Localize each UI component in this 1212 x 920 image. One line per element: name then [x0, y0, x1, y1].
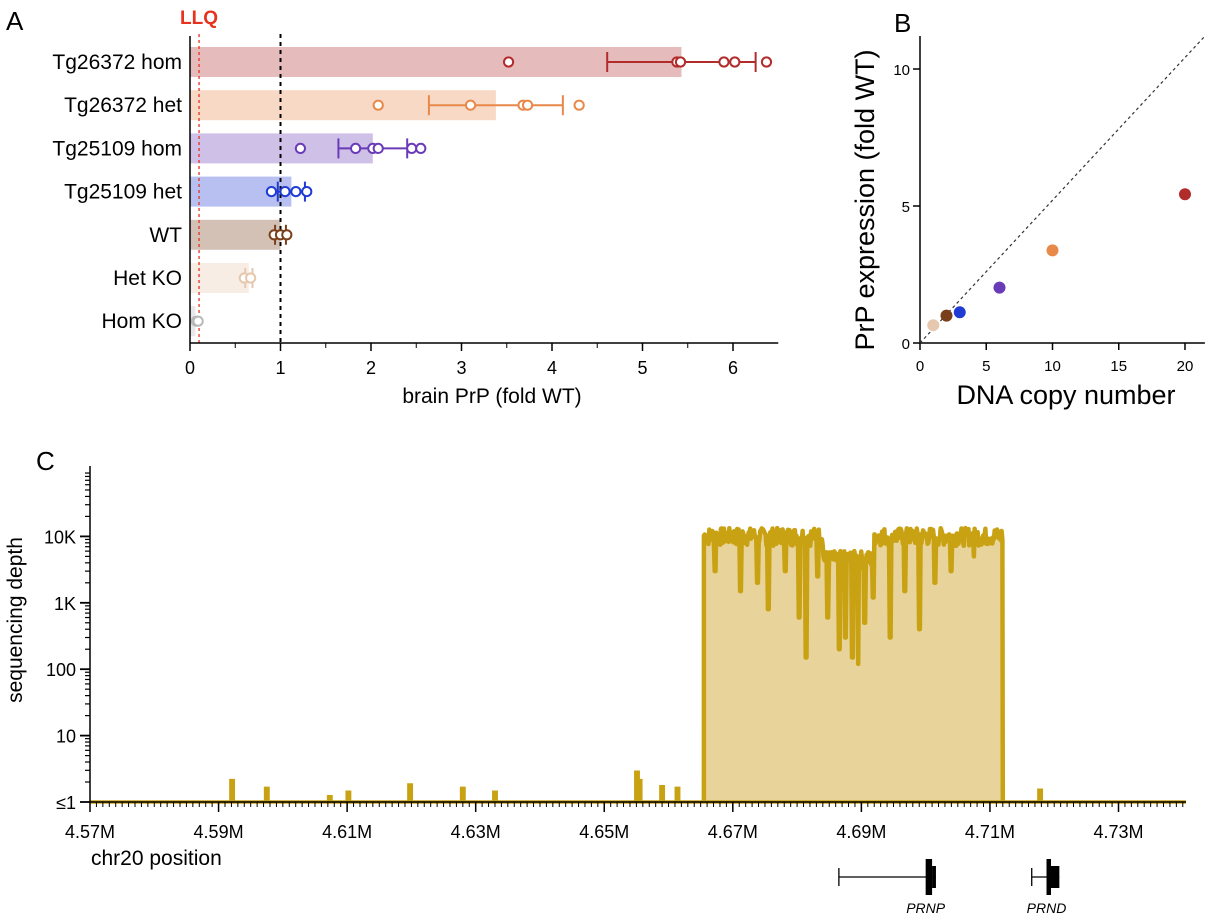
panel-c-x-tick-label-2: 4.61M	[322, 822, 372, 842]
point-tg26372-het-0	[372, 99, 384, 111]
panel-c-letter: C	[36, 446, 55, 476]
panel-c-x-tick-label-0: 4.57M	[65, 822, 115, 842]
point-tg25109-het-0	[265, 186, 278, 198]
panel-b-x-tick-label-5: 5	[982, 358, 990, 375]
coverage-baseline-line	[90, 770, 1186, 804]
panel-a-x-tick-label-4: 4	[547, 358, 557, 378]
bar-tg26372-hom	[190, 47, 682, 77]
gene-cds-prnp	[925, 859, 933, 895]
point-tg25109-het-2	[290, 186, 302, 198]
panel-b-x-tick-label-20: 20	[1177, 358, 1194, 375]
gene-utr-prnd	[1051, 866, 1060, 888]
panel-a-bars	[190, 47, 682, 337]
panel-c-y-tick-label-10: 10	[56, 727, 76, 747]
point-tg25109-het-3	[301, 186, 313, 198]
panel-a-x-axis-label: brain PrP (fold WT)	[402, 385, 581, 408]
panel-c-y-tick-label-10000: 10K	[44, 527, 76, 547]
point-tg26372-hom-0	[502, 56, 515, 68]
category-label-tg25109-hom: Tg25109 hom	[52, 137, 182, 160]
panel-c-x-tick-label-4: 4.65M	[579, 822, 629, 842]
point-tg26372-hom-2	[674, 56, 687, 68]
panel-a-x-tick-label-2: 2	[366, 358, 376, 378]
point-tg25109-het	[953, 306, 966, 319]
panel-b-letter: B	[894, 8, 911, 38]
panel-c-x-tick-label-6: 4.69M	[836, 822, 886, 842]
panel-b-y-axis-label: PrP expression (fold WT)	[850, 49, 880, 350]
panel-b-y-tick-label-5: 5	[902, 199, 910, 216]
panel-b: B 0 5 10 15 20 0 5 10 DNA copy number PrP expre…	[850, 8, 1206, 410]
point-wt-2	[281, 229, 293, 241]
point-tg25109-hom	[993, 281, 1006, 294]
gene-utr-prnp	[932, 866, 936, 888]
panel-b-points	[927, 188, 1191, 332]
panel-a-x-tick-label-5: 5	[637, 358, 647, 378]
point-het-ko	[927, 319, 940, 332]
panel-b-x-tick-label-0: 0	[916, 358, 924, 375]
panel-b-x-axis-label: DNA copy number	[956, 380, 1175, 410]
panel-a-letter: A	[6, 6, 24, 36]
category-label-tg26372-hom: Tg26372 hom	[52, 51, 182, 74]
coverage-fill	[703, 528, 1003, 802]
panel-c-y-tick-label-100: 100	[46, 660, 76, 680]
reference-label-llq: LLQ	[180, 8, 218, 29]
panel-c-coverage	[90, 525, 1186, 804]
panel-a-axes: Tg26372 hom Tg26372 het Tg25109 hom Tg25109…	[52, 36, 779, 378]
category-label-tg26372-het: Tg26372 het	[64, 94, 182, 117]
point-tg25109-het-1	[279, 186, 291, 198]
point-tg26372-hom-3	[718, 56, 730, 68]
panel-c-x-tick-label-7: 4.71M	[965, 822, 1015, 842]
point-tg25109-hom-5	[415, 142, 427, 154]
panel-c: C ≤1 10 100 1K 10K 4.57M 4.59M 4.61M 4.63M 4.65M 4…	[4, 446, 1186, 916]
panel-c-y-tick-label-1000: 1K	[54, 594, 76, 614]
point-tg26372-het-1	[464, 99, 477, 111]
category-label-het-ko: Het KO	[113, 267, 182, 290]
category-label-hom-ko: Hom KO	[101, 310, 182, 333]
category-label-tg25109-het: Tg25109 het	[64, 181, 182, 204]
point-wt	[940, 309, 953, 322]
panel-a-points	[190, 52, 773, 327]
point-tg26372-het	[1046, 244, 1059, 257]
panel-a-x-tick-label-6: 6	[728, 358, 738, 378]
point-tg25109-hom-3	[372, 142, 384, 154]
point-tg25109-hom-0	[294, 142, 307, 154]
panel-a-x-tick-label-3: 3	[456, 358, 466, 378]
panel-c-y-tick-label-1: ≤1	[56, 793, 76, 813]
point-tg26372-hom-4	[729, 56, 741, 68]
panel-a-x-tick-label-1: 1	[275, 358, 285, 378]
point-tg25109-hom-1	[350, 142, 362, 154]
panel-c-axes: ≤1 10 100 1K 10K 4.57M 4.59M 4.61M 4.63M 4.65M 4.6…	[44, 466, 1186, 842]
panel-b-y-tick-label-0: 0	[902, 336, 910, 353]
gene-label-prnd: PRND	[1027, 900, 1067, 916]
panel-b-axes: 0 5 10 15 20 0 5 10	[893, 35, 1206, 375]
panel-b-x-tick-label-10: 10	[1044, 358, 1061, 375]
gene-cds-prnd	[1046, 859, 1052, 895]
point-tg26372-het-3	[521, 99, 534, 111]
point-hom-ko-1	[192, 315, 204, 327]
category-label-wt: WT	[149, 224, 182, 247]
panel-c-x-tick-label-3: 4.63M	[451, 822, 501, 842]
panel-c-x-tick-label-8: 4.73M	[1093, 822, 1143, 842]
point-tg26372-hom	[1179, 188, 1191, 201]
point-tg25109-hom-4	[406, 142, 418, 154]
panel-c-x-tick-label-5: 4.67M	[708, 822, 758, 842]
bar-wt	[190, 219, 281, 250]
panel-c-gene-track: PRNP PRND	[838, 859, 1067, 916]
gene-label-prnp: PRNP	[906, 900, 946, 916]
panel-c-x-axis-label: chr20 position	[91, 847, 222, 870]
coverage-amplified-line	[701, 525, 1006, 803]
point-het-ko-1	[245, 272, 257, 284]
panel-c-x-tick-label-1: 4.59M	[194, 822, 244, 842]
point-tg26372-het-4	[573, 99, 585, 111]
panel-b-identity-line	[919, 35, 1206, 344]
point-tg26372-hom-5	[760, 56, 773, 68]
panel-a-x-tick-label-0: 0	[185, 358, 195, 378]
panel-c-y-axis-label: sequencing depth	[4, 537, 27, 703]
panel-b-y-tick-label-10: 10	[893, 62, 910, 79]
panel-b-x-tick-label-15: 15	[1110, 358, 1127, 375]
